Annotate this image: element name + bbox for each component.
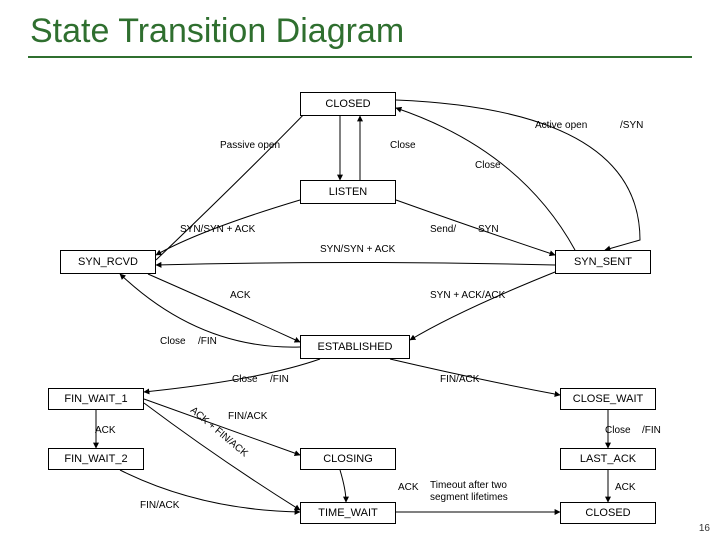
edge-7 (156, 263, 555, 266)
edge-label-15: FIN/ACK (440, 374, 479, 385)
edge-label-9: ACK (230, 290, 251, 301)
edge-label-1: /SYN (620, 120, 643, 131)
edge-label-19: /FIN (642, 425, 661, 436)
edge-label-8: SYN/SYN + ACK (320, 244, 395, 255)
slide-number: 16 (699, 523, 710, 534)
edge-label-11: Close (160, 336, 186, 347)
edge-label-16: ACK (95, 425, 116, 436)
state-syn_rcvd: SYN_RCVD (60, 250, 156, 274)
edge-16 (144, 403, 300, 510)
title-underline (28, 56, 692, 58)
edge-label-22: segment lifetimes (430, 492, 508, 503)
edge-label-18: Close (605, 425, 631, 436)
edge-label-17: FIN/ACK (228, 411, 267, 422)
state-last_ack: LAST_ACK (560, 448, 656, 470)
state-listen: LISTEN (300, 180, 396, 204)
edge-label-10: SYN + ACK/ACK (430, 290, 505, 301)
state-fin_wait_2: FIN_WAIT_2 (48, 448, 144, 470)
edge-6 (396, 200, 555, 255)
state-time_wait: TIME_WAIT (300, 502, 396, 524)
state-closed_top: CLOSED (300, 92, 396, 116)
edge-label-4: Close (475, 160, 501, 171)
edge-label-5: SYN/SYN + ACK (180, 224, 255, 235)
edge-label-6: Send/ (430, 224, 456, 235)
state-closed_bot: CLOSED (560, 502, 656, 524)
state-close_wait: CLOSE_WAIT (560, 388, 656, 410)
edge-label-13: Close (232, 374, 258, 385)
edge-9 (410, 270, 560, 340)
edge-label-21: Timeout after two (430, 480, 507, 491)
state-established: ESTABLISHED (300, 335, 410, 359)
edge-label-12: /FIN (198, 336, 217, 347)
edge-label-14: /FIN (270, 374, 289, 385)
edge-label-24: FIN/ACK (140, 500, 179, 511)
edge-label-2: Passive open (220, 140, 280, 151)
edge-label-3: Close (390, 140, 416, 151)
edge-17 (340, 470, 346, 502)
edge-8 (148, 274, 300, 342)
edge-label-20: ACK (398, 482, 419, 493)
state-syn_sent: SYN_SENT (555, 250, 651, 274)
state-fin_wait_1: FIN_WAIT_1 (48, 388, 144, 410)
edge-label-0: Active open (535, 120, 587, 131)
page-title: State Transition Diagram (30, 12, 404, 51)
state-closing: CLOSING (300, 448, 396, 470)
edge-label-23: ACK (615, 482, 636, 493)
edge-4 (156, 108, 310, 260)
edge-label-7: SYN (478, 224, 499, 235)
